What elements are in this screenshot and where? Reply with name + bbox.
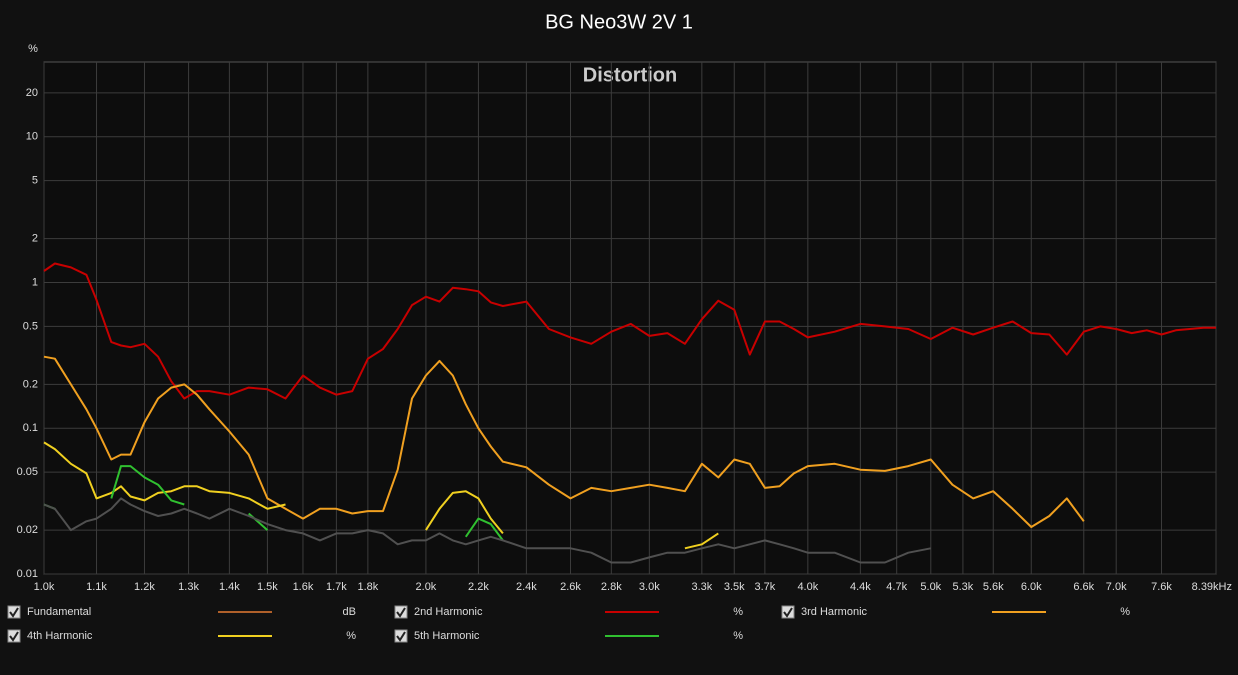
- legend-unit: dB: [343, 606, 356, 618]
- x-tick-label: 1.8k: [357, 581, 378, 593]
- x-tick-label: 1.3k: [178, 581, 199, 593]
- y-tick-label: 5: [32, 175, 38, 187]
- y-tick-label: 0.05: [17, 466, 38, 478]
- y-tick-label: 0.2: [23, 378, 38, 390]
- legend-name: Fundamental: [27, 606, 91, 618]
- chart-subtitle: Distortion: [583, 64, 677, 86]
- x-tick-label: 7.0k: [1106, 581, 1127, 593]
- x-tick-label: 6.6k: [1073, 581, 1094, 593]
- x-tick-label: 2.6k: [560, 581, 581, 593]
- x-tick-label: 3.7k: [754, 581, 775, 593]
- x-tick-label: 8.39kHz: [1192, 581, 1232, 593]
- x-tick-label: 1.0k: [34, 581, 55, 593]
- x-tick-label: 4.4k: [850, 581, 871, 593]
- legend-check: [783, 607, 793, 618]
- legend-check: [396, 607, 406, 618]
- legend-check: [396, 631, 406, 642]
- x-tick-label: 4.7k: [886, 581, 907, 593]
- x-tick-label: 1.2k: [134, 581, 155, 593]
- y-tick-label: 0.02: [17, 524, 38, 536]
- x-tick-label: 1.5k: [257, 581, 278, 593]
- x-tick-label: 1.6k: [293, 581, 314, 593]
- x-tick-label: 7.6k: [1151, 581, 1172, 593]
- y-tick-label: 0.5: [23, 320, 38, 332]
- series-line: [43, 497, 931, 564]
- x-tick-label: 5.0k: [920, 581, 941, 593]
- y-tick-label: 0.01: [17, 568, 38, 580]
- x-tick-label: 2.0k: [416, 581, 437, 593]
- x-tick-label: 2.8k: [601, 581, 622, 593]
- x-tick-label: 3.0k: [639, 581, 660, 593]
- y-tick-label: 20: [26, 87, 38, 99]
- legend-check: [9, 607, 19, 618]
- plot-area: [43, 61, 1217, 575]
- legend-unit: %: [346, 630, 356, 642]
- legend-unit: %: [733, 606, 743, 618]
- legend-check: [9, 631, 19, 642]
- legend-name: 5th Harmonic: [414, 630, 480, 642]
- legend-name: 2nd Harmonic: [414, 606, 483, 618]
- y-tick-label: 0.1: [23, 422, 38, 434]
- x-tick-label: 6.0k: [1021, 581, 1042, 593]
- x-tick-label: 3.3k: [691, 581, 712, 593]
- y-tick-label: 1: [32, 276, 38, 288]
- series-line: [43, 441, 719, 550]
- series-line: [43, 355, 1085, 528]
- legend-name: 3rd Harmonic: [801, 606, 868, 618]
- legend-unit: %: [733, 630, 743, 642]
- y-tick-label: 10: [26, 131, 38, 143]
- x-tick-label: 1.1k: [86, 581, 107, 593]
- x-tick-label: 5.3k: [953, 581, 974, 593]
- chart-title: BG Neo3W 2V 1: [545, 11, 693, 33]
- legend-name: 4th Harmonic: [27, 630, 93, 642]
- x-tick-label: 1.7k: [326, 581, 347, 593]
- x-tick-label: 1.4k: [219, 581, 240, 593]
- y-axis-label: %: [28, 43, 38, 55]
- x-tick-label: 2.4k: [516, 581, 537, 593]
- x-tick-label: 4.0k: [797, 581, 818, 593]
- x-tick-label: 3.5k: [724, 581, 745, 593]
- x-tick-label: 5.6k: [983, 581, 1004, 593]
- legend-unit: %: [1120, 606, 1130, 618]
- x-tick-label: 2.2k: [468, 581, 489, 593]
- y-tick-label: 2: [32, 233, 38, 245]
